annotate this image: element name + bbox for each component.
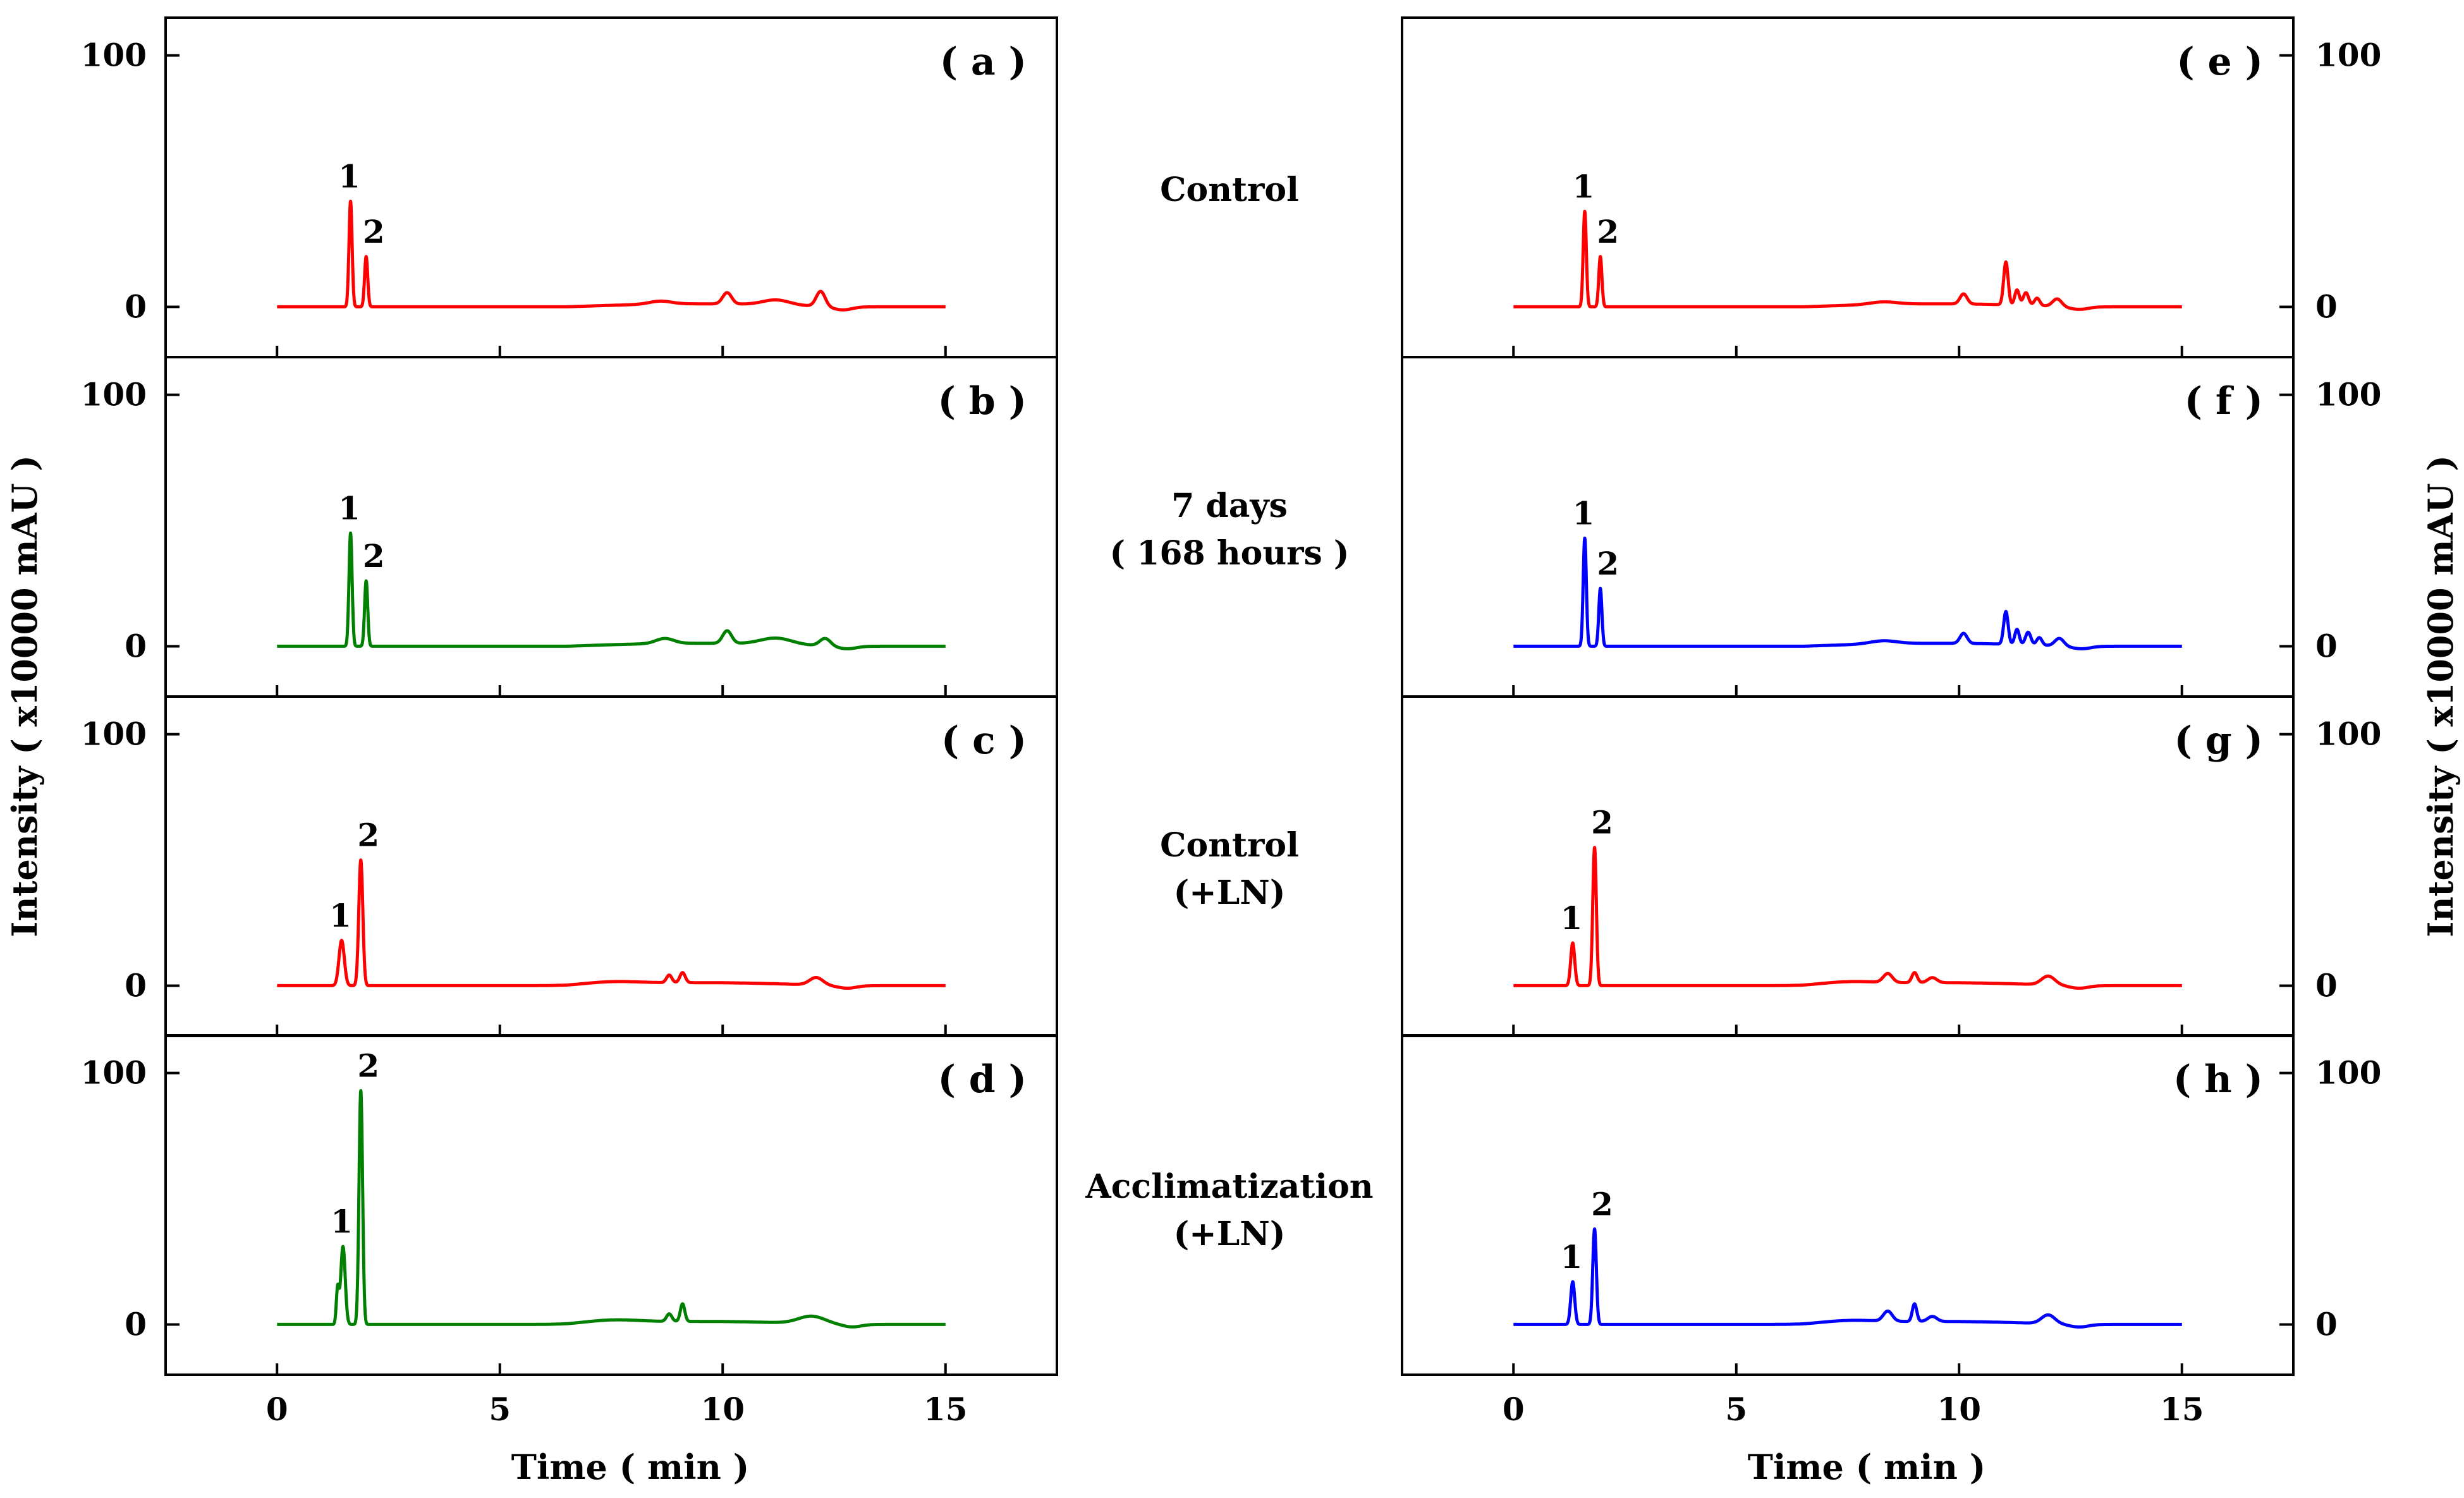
y-tick-label: 100	[2315, 37, 2381, 74]
condition-label-0: Control	[1160, 171, 1299, 209]
condition-label-1: 7 days	[1171, 487, 1288, 525]
trace-h	[1512, 1227, 2183, 1329]
peak-label-c-2: 2	[357, 817, 379, 854]
condition-label-2: Control	[1160, 826, 1299, 865]
peak-label-g-2: 2	[1591, 804, 1613, 841]
trace-f	[1512, 536, 2183, 650]
y-tick-label: 0	[2315, 288, 2338, 325]
trace-g	[1512, 846, 2183, 990]
trace-e	[1512, 209, 2183, 311]
panel-label-e: ( e )	[2176, 40, 2263, 84]
panel-frame-h	[1401, 1034, 2295, 1376]
condition-label-3: Acclimatization	[1085, 1167, 1373, 1206]
panel-frame-d	[164, 1034, 1058, 1376]
y-axis-title-left: Intensity ( x10000 mAU )	[4, 455, 45, 937]
peak-label-g-1: 1	[1561, 899, 1583, 937]
peak-label-e-2: 2	[1597, 213, 1619, 250]
x-axis-title: Time ( min )	[511, 1447, 750, 1487]
trace-d	[276, 1089, 947, 1329]
x-tick-label: 15	[2160, 1391, 2204, 1428]
y-tick-label: 100	[81, 37, 147, 74]
y-tick-label: 0	[2315, 1305, 2338, 1343]
peak-label-a-1: 1	[338, 157, 360, 195]
chromatogram-traces	[276, 199, 2183, 1329]
y-tick-label: 0	[2315, 627, 2338, 664]
y-tick-label: 0	[2315, 966, 2338, 1004]
peak-label-b-2: 2	[363, 537, 385, 575]
x-axis-title: Time ( min )	[1748, 1447, 1986, 1487]
y-tick-label: 100	[81, 1054, 147, 1092]
peak-label-f-1: 1	[1573, 494, 1595, 532]
condition-label-1: ( 168 hours )	[1109, 534, 1349, 573]
panel-label-c: ( c )	[941, 719, 1027, 763]
peak-label-f-2: 2	[1597, 545, 1619, 582]
y-tick-label: 100	[2315, 716, 2381, 753]
y-tick-label: 100	[2315, 376, 2381, 413]
peak-label-d-1: 1	[331, 1203, 353, 1240]
peak-label-h-1: 1	[1561, 1238, 1583, 1276]
y-tick-label: 0	[125, 627, 147, 664]
peak-label-c-1: 1	[329, 897, 351, 934]
peak-label-d-2: 2	[357, 1047, 379, 1085]
panel-frames	[164, 16, 2295, 1376]
x-tick-label: 0	[266, 1391, 288, 1428]
y-tick-label: 100	[81, 376, 147, 413]
condition-label-3: (+LN)	[1174, 1215, 1286, 1253]
peak-label-h-2: 2	[1591, 1185, 1613, 1222]
y-tick-label: 100	[2315, 1054, 2381, 1092]
y-tick-label: 0	[125, 288, 147, 325]
y-axis-title-right: Intensity ( x10000 mAU )	[2420, 455, 2461, 937]
peak-label-a-2: 2	[363, 213, 385, 250]
trace-a	[276, 199, 947, 312]
y-tick-label: 0	[125, 1305, 147, 1343]
x-tick-label: 5	[489, 1391, 511, 1428]
panel-label-b: ( b )	[937, 379, 1027, 423]
trace-c	[276, 858, 947, 990]
y-tick-label: 0	[125, 966, 147, 1004]
peak-label-b-1: 1	[338, 489, 360, 527]
x-tick-label: 10	[700, 1391, 745, 1428]
x-tick-label: 10	[1937, 1391, 1981, 1428]
panel-label-f: ( f )	[2185, 379, 2263, 423]
x-tick-label: 5	[1725, 1391, 1747, 1428]
panel-label-h: ( h )	[2173, 1057, 2263, 1102]
peak-label-e-1: 1	[1573, 167, 1595, 205]
x-tick-label: 15	[924, 1391, 968, 1428]
condition-label-2: (+LN)	[1174, 874, 1286, 912]
panel-label-d: ( d )	[937, 1057, 1027, 1102]
x-tick-label: 0	[1503, 1391, 1525, 1428]
panel-label-a: ( a )	[940, 40, 1027, 84]
trace-b	[276, 531, 947, 650]
y-tick-label: 100	[81, 716, 147, 753]
panel-label-g: ( g )	[2174, 719, 2263, 763]
